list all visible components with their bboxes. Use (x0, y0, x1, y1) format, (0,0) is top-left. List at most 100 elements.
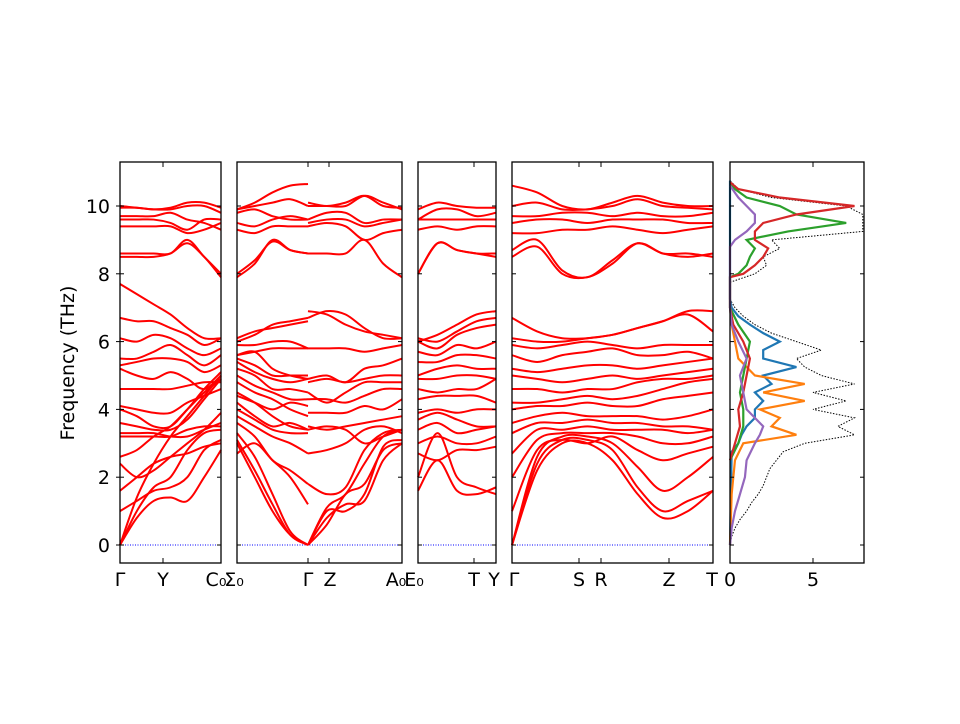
band-line (119, 378, 222, 432)
band-line (511, 184, 714, 211)
band-line (236, 361, 309, 384)
band-line (511, 238, 714, 279)
band-line (119, 333, 222, 357)
band-line (417, 459, 497, 496)
band-line (308, 238, 403, 279)
band-line (307, 310, 403, 340)
dos-line-orange (728, 307, 805, 546)
band-line (417, 378, 497, 394)
band-line (511, 418, 714, 435)
high-symmetry-label: Y (156, 569, 169, 591)
band-line (511, 425, 714, 455)
band-line (511, 340, 713, 350)
band-line (417, 241, 497, 275)
panel-frame (119, 161, 222, 564)
band-line (511, 431, 714, 478)
high-symmetry-label: Z (662, 569, 675, 591)
band-line (417, 374, 497, 381)
high-symmetry-label: Σ₀ (224, 569, 244, 591)
band-line (417, 364, 497, 377)
band-line (119, 428, 222, 546)
band-line (236, 381, 309, 418)
band-line (417, 445, 497, 462)
high-symmetry-label: E₀ (404, 569, 424, 591)
band-line (307, 357, 403, 384)
panel-frame (729, 161, 865, 564)
y-tick-label: 10 (86, 196, 110, 218)
panel-frame (236, 161, 403, 564)
band-line (119, 316, 222, 346)
band-line (308, 344, 403, 353)
dos-lines (728, 180, 864, 546)
band-line (236, 374, 309, 401)
band-line (307, 374, 403, 384)
band-line (119, 343, 222, 367)
high-symmetry-label: T (467, 569, 480, 591)
band-line (417, 435, 497, 446)
band-line (120, 238, 222, 275)
band-line (417, 310, 497, 343)
band-line (236, 198, 309, 211)
band-line (417, 421, 497, 435)
band-line (511, 367, 714, 384)
dos-x-tick-label: 0 (724, 569, 736, 591)
band-line (307, 438, 403, 546)
band-line (307, 425, 403, 445)
band-line (236, 391, 309, 431)
band-line (417, 411, 497, 428)
band-lines (119, 182, 714, 546)
band-line (417, 207, 497, 221)
band-line (236, 347, 308, 357)
band-line (511, 408, 714, 424)
band-line (119, 449, 222, 546)
band-line (236, 182, 309, 211)
high-symmetry-label: Y (487, 569, 500, 591)
band-line (511, 211, 714, 218)
band-line (307, 194, 403, 209)
band-line (511, 374, 714, 394)
y-tick-label: 0 (98, 535, 110, 557)
high-symmetry-label: Γ (115, 569, 126, 591)
band-line (417, 353, 497, 364)
band-line (236, 238, 309, 278)
band-line (511, 435, 714, 512)
band-line (307, 428, 403, 496)
band-line (236, 408, 309, 435)
band-line (511, 242, 714, 280)
band-line (236, 401, 309, 431)
dos-line-purple (728, 185, 765, 546)
panel-frame (417, 161, 497, 564)
high-symmetry-label: T (705, 569, 718, 591)
band-line (511, 439, 714, 546)
band-line (236, 339, 309, 350)
band-line (236, 215, 309, 228)
band-line (236, 432, 309, 546)
band-line (307, 380, 402, 404)
band-line (236, 316, 309, 343)
band-line (119, 367, 222, 391)
band-line (511, 218, 714, 225)
band-line (119, 422, 222, 439)
high-symmetry-label: R (594, 569, 607, 591)
band-line (236, 357, 308, 378)
band-line (119, 283, 222, 340)
band-line (511, 377, 714, 404)
high-symmetry-label: C₀ (206, 569, 227, 591)
band-line (511, 436, 714, 546)
dos-line-red (728, 181, 855, 461)
band-line (119, 439, 222, 512)
high-symmetry-label: Z (323, 569, 336, 591)
band-line (307, 221, 403, 242)
y-tick-label: 2 (98, 467, 110, 489)
band-line (119, 242, 222, 278)
high-symmetry-label: A₀ (386, 569, 407, 591)
band-line (417, 323, 497, 350)
band-line (236, 224, 308, 235)
band-line (417, 408, 497, 414)
band-line (307, 309, 403, 340)
y-axis-label: Frequency (THz) (57, 286, 79, 441)
band-line (307, 210, 403, 225)
high-symmetry-label: S (573, 569, 585, 591)
